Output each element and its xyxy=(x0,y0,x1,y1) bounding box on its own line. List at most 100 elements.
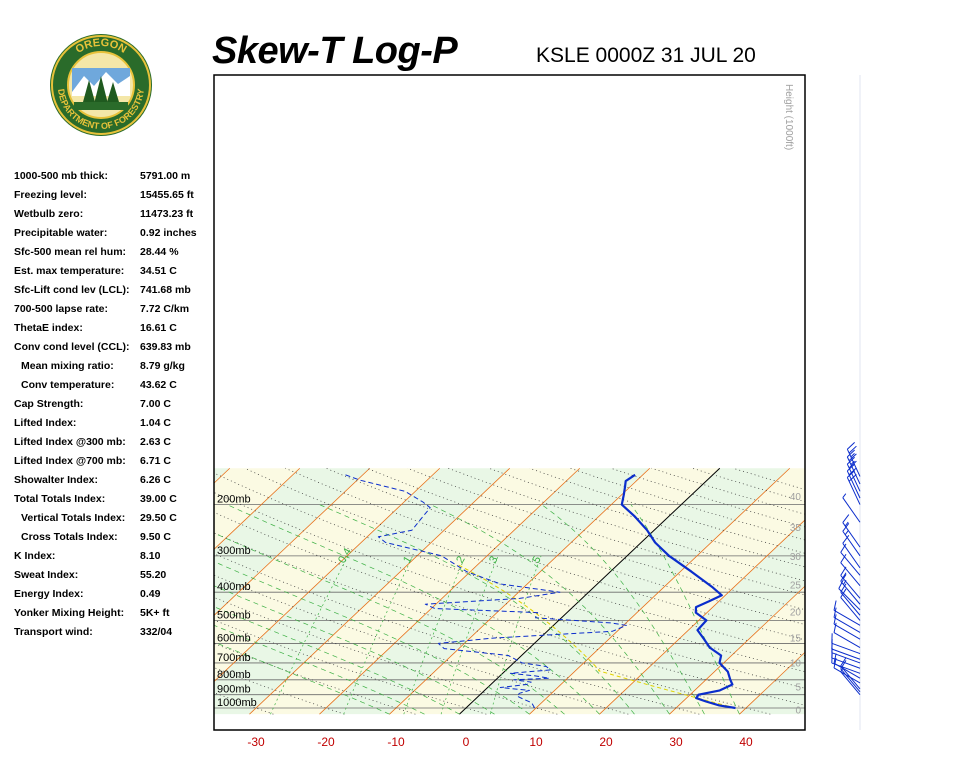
pressure-label: 1000mb xyxy=(217,697,257,709)
mixing-ratio-line xyxy=(270,555,349,715)
stat-value: 9.50 C xyxy=(140,531,171,543)
moist-adiabat-line xyxy=(214,624,425,715)
stat-value: 43.62 C xyxy=(140,379,177,391)
logo-top-text: OREGON xyxy=(74,37,129,56)
stat-value: 0.92 inches xyxy=(140,227,197,239)
svg-text:OREGON: OREGON xyxy=(74,37,129,56)
stat-value: 11473.23 ft xyxy=(140,208,194,220)
height-tick-label: 35 xyxy=(790,523,802,534)
stat-label: Mean mixing ratio: xyxy=(21,360,114,372)
stat-row: Cross Totals Index: 9.50 C xyxy=(14,529,214,548)
stat-row: Yonker Mixing Height: 5K+ ft xyxy=(14,605,214,624)
stat-value: 39.00 C xyxy=(140,493,177,505)
stat-label: Vertical Totals Index: xyxy=(21,512,126,524)
stat-label: Yonker Mixing Height: xyxy=(14,607,125,619)
stat-value: 55.20 xyxy=(140,569,167,581)
x-tick-label: -20 xyxy=(317,735,335,749)
mixing-ratio-label: 3 xyxy=(487,554,500,565)
station-time: KSLE 0000Z 31 JUL 20 xyxy=(536,44,756,67)
mixing-ratio-label: 2 xyxy=(454,554,467,565)
moist-adiabat-line xyxy=(214,585,495,715)
wind-barb xyxy=(838,579,861,611)
pressure-label: 900mb xyxy=(217,684,251,696)
isotherm-line xyxy=(669,585,805,715)
x-tick-label: -10 xyxy=(387,735,405,749)
stat-value: 6.26 C xyxy=(140,474,171,486)
temperature-band xyxy=(809,468,960,714)
stat-label: Sfc-Lift cond lev (LCL): xyxy=(14,284,130,296)
stat-value: 29.50 C xyxy=(140,512,177,524)
mixing-ratio-label: 1 xyxy=(401,554,414,565)
stat-row: Total Totals Index: 39.00 C xyxy=(14,491,214,510)
stat-label: K Index: xyxy=(14,550,56,562)
wind-barb xyxy=(842,493,861,523)
wind-barb xyxy=(833,600,861,626)
isotherm-line xyxy=(0,468,160,714)
stat-label: Total Totals Index: xyxy=(14,493,106,505)
stat-value: 639.83 mb xyxy=(140,341,191,353)
dry-adiabat-line xyxy=(214,667,345,715)
stat-row: Conv temperature: 43.62 C xyxy=(14,377,214,396)
stat-label: Sweat Index: xyxy=(14,569,79,581)
wind-barb xyxy=(840,583,861,616)
temperature-band xyxy=(319,468,650,715)
wind-barb xyxy=(840,657,861,690)
stat-value: 7.72 C/km xyxy=(140,303,190,315)
stat-row: Vertical Totals Index: 29.50 C xyxy=(14,510,214,529)
wind-barb xyxy=(846,470,861,505)
moist-adiabat-line xyxy=(541,504,705,715)
x-tick-label: -30 xyxy=(247,735,265,749)
stat-label: Cross Totals Index: xyxy=(21,531,118,543)
stat-value: 0.49 xyxy=(140,588,161,600)
stat-row: Sfc-500 mean rel hum: 28.44 % xyxy=(14,244,214,263)
stat-value: 332/04 xyxy=(140,626,173,638)
stat-value: 8.10 xyxy=(140,550,161,562)
sounding-stats-panel: 1000-500 mb thick: 5791.00 m Freezing leve… xyxy=(14,168,214,643)
temperature-band xyxy=(214,468,230,484)
isotherm-line xyxy=(879,468,960,714)
stat-row: Lifted Index: 1.04 C xyxy=(14,415,214,434)
stat-row: Transport wind: 332/04 xyxy=(14,624,214,643)
stat-value: 16.61 C xyxy=(140,322,177,334)
temperature-band xyxy=(879,468,960,714)
moist-adiabat-line xyxy=(214,606,460,715)
wind-barb xyxy=(833,622,861,649)
temperature-band xyxy=(0,468,160,714)
height-tick-label: 15 xyxy=(790,633,802,644)
temperature-band xyxy=(459,468,790,715)
height-tick-label: 20 xyxy=(790,607,802,618)
wind-barb xyxy=(831,638,861,660)
stat-label: Wetbulb zero: xyxy=(14,208,84,220)
x-tick-label: 40 xyxy=(739,735,753,749)
stat-label: Sfc-500 mean rel hum: xyxy=(14,246,127,258)
stat-label: Conv cond level (CCL): xyxy=(14,341,130,353)
temperature-band xyxy=(214,468,510,715)
stat-row: 700-500 lapse rate: 7.72 C/km xyxy=(14,301,214,320)
wind-barb xyxy=(840,660,861,693)
stat-row: Freezing level: 15455.65 ft xyxy=(14,187,214,206)
isotherm-line xyxy=(214,467,231,484)
plot-frame xyxy=(213,74,806,731)
moist-adiabat-line xyxy=(214,561,530,715)
height-tick-label: 0 xyxy=(795,706,801,717)
stat-label: Cap Strength: xyxy=(14,398,84,410)
temperature-band xyxy=(0,468,90,714)
stat-value: 28.44 % xyxy=(140,246,179,258)
isotherm-line xyxy=(214,467,371,616)
stat-row: 1000-500 mb thick: 5791.00 m xyxy=(14,168,214,187)
pressure-label: 700mb xyxy=(217,652,251,664)
moist-adiabat-line xyxy=(214,532,565,715)
isotherm-line xyxy=(249,467,511,715)
isotherm-line xyxy=(809,468,960,714)
stat-label: Transport wind: xyxy=(14,626,93,638)
stat-label: 700-500 lapse rate: xyxy=(14,303,108,315)
stat-row: ThetaE index: 16.61 C xyxy=(14,320,214,339)
wind-barb xyxy=(840,543,861,576)
isotherm-line xyxy=(214,467,441,683)
dewpoint-line xyxy=(345,474,627,709)
dry-adiabat-line xyxy=(447,467,805,582)
height-tick-label: 40 xyxy=(790,492,802,503)
stat-row: Lifted Index @700 mb: 6.71 C xyxy=(14,453,214,472)
wind-barb xyxy=(840,553,861,587)
